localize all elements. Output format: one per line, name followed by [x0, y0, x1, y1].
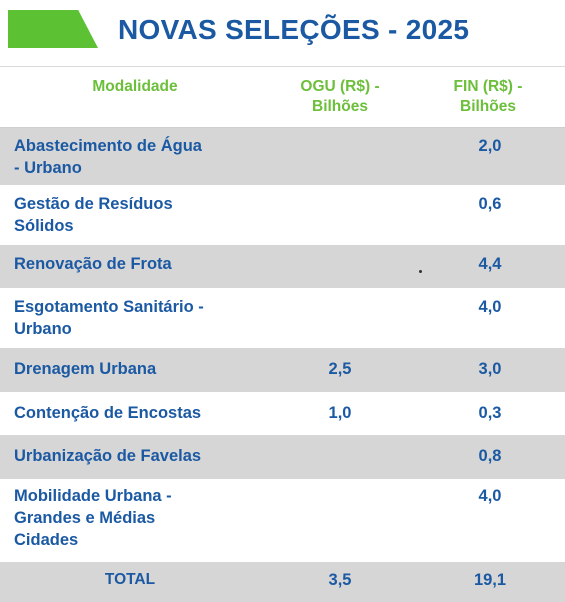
cell-modalidade-line2: Sólidos: [14, 217, 74, 235]
column-header-fin-line2: Bilhões: [460, 98, 516, 115]
table-row: Abastecimento de Água - Urbano 2,0: [0, 128, 565, 185]
cell-modalidade-line1: Esgotamento Sanitário -: [14, 298, 204, 316]
column-header-modalidade-label: Modalidade: [92, 78, 178, 95]
cell-modalidade: Contenção de Encostas: [14, 402, 264, 424]
cell-modalidade-line1: Drenagem Urbana: [14, 360, 157, 378]
header: NOVAS SELEÇÕES - 2025: [0, 0, 565, 64]
cell-modalidade-line1: Urbanização de Favelas: [14, 447, 202, 465]
table-row: Urbanização de Favelas 0,8: [0, 435, 565, 479]
cell-ogu: 1,0: [328, 404, 352, 422]
cell-modalidade-line1: Abastecimento de Água: [14, 137, 202, 155]
cell-fin: 2,0: [478, 137, 502, 155]
table-header-row: Modalidade OGU (R$) - Bilhões FIN (R$) -…: [0, 66, 565, 128]
cell-fin: 0,3: [478, 404, 502, 422]
cell-modalidade: Urbanização de Favelas: [14, 445, 264, 467]
cell-ogu: 2,5: [328, 360, 352, 378]
total-fin: 19,1: [473, 571, 507, 589]
cell-fin: 3,0: [478, 360, 502, 378]
table-row: Contenção de Encostas 1,0 0,3: [0, 392, 565, 435]
cell-fin: 4,0: [478, 298, 502, 316]
cell-modalidade: Gestão de Resíduos Sólidos: [14, 193, 264, 237]
cell-modalidade: Abastecimento de Água - Urbano: [14, 135, 264, 179]
column-header-modalidade: Modalidade: [60, 77, 210, 97]
table-row: Renovação de Frota 4,4: [0, 245, 565, 288]
table-total-row: TOTAL 3,5 19,1: [0, 562, 565, 602]
cell-modalidade: Drenagem Urbana: [14, 358, 264, 380]
table-row: Drenagem Urbana 2,5 3,0: [0, 348, 565, 392]
cell-modalidade: Esgotamento Sanitário - Urbano: [14, 296, 264, 340]
cell-modalidade-line2: Grandes e Médias: [14, 509, 156, 527]
total-ogu: 3,5: [328, 571, 352, 589]
total-label: TOTAL: [104, 571, 156, 588]
column-header-ogu-line1: OGU (R$) -: [300, 78, 380, 95]
cell-modalidade: Renovação de Frota: [14, 253, 264, 275]
cell-fin: 4,0: [478, 487, 502, 505]
cell-modalidade: Mobilidade Urbana - Grandes e Médias Cid…: [14, 485, 264, 551]
cell-fin: 0,8: [478, 447, 502, 465]
column-header-ogu-line2: Bilhões: [312, 98, 368, 115]
column-header-ogu: OGU (R$) - Bilhões: [285, 77, 395, 117]
selections-table: Modalidade OGU (R$) - Bilhões FIN (R$) -…: [0, 66, 565, 602]
cell-fin: 0,6: [478, 195, 502, 213]
column-header-fin: FIN (R$) - Bilhões: [432, 77, 544, 117]
green-accent-tab: [8, 10, 98, 48]
cell-modalidade-line1: Renovação de Frota: [14, 255, 172, 273]
cell-modalidade-line1: Mobilidade Urbana -: [14, 487, 172, 505]
page-title: NOVAS SELEÇÕES - 2025: [118, 14, 470, 45]
column-header-fin-line1: FIN (R$) -: [453, 78, 523, 95]
cell-modalidade-line1: Gestão de Resíduos: [14, 195, 173, 213]
cell-modalidade-line1: Contenção de Encostas: [14, 404, 202, 422]
stray-dot-mark: [419, 270, 422, 273]
cell-modalidade-line3: Cidades: [14, 531, 79, 549]
table-row: Esgotamento Sanitário - Urbano 4,0: [0, 288, 565, 348]
cell-modalidade-line2: Urbano: [14, 320, 72, 338]
cell-modalidade-line2: - Urbano: [14, 159, 82, 177]
table-row: Mobilidade Urbana - Grandes e Médias Cid…: [0, 479, 565, 562]
cell-fin: 4,4: [478, 255, 502, 273]
table-row: Gestão de Resíduos Sólidos 0,6: [0, 185, 565, 245]
